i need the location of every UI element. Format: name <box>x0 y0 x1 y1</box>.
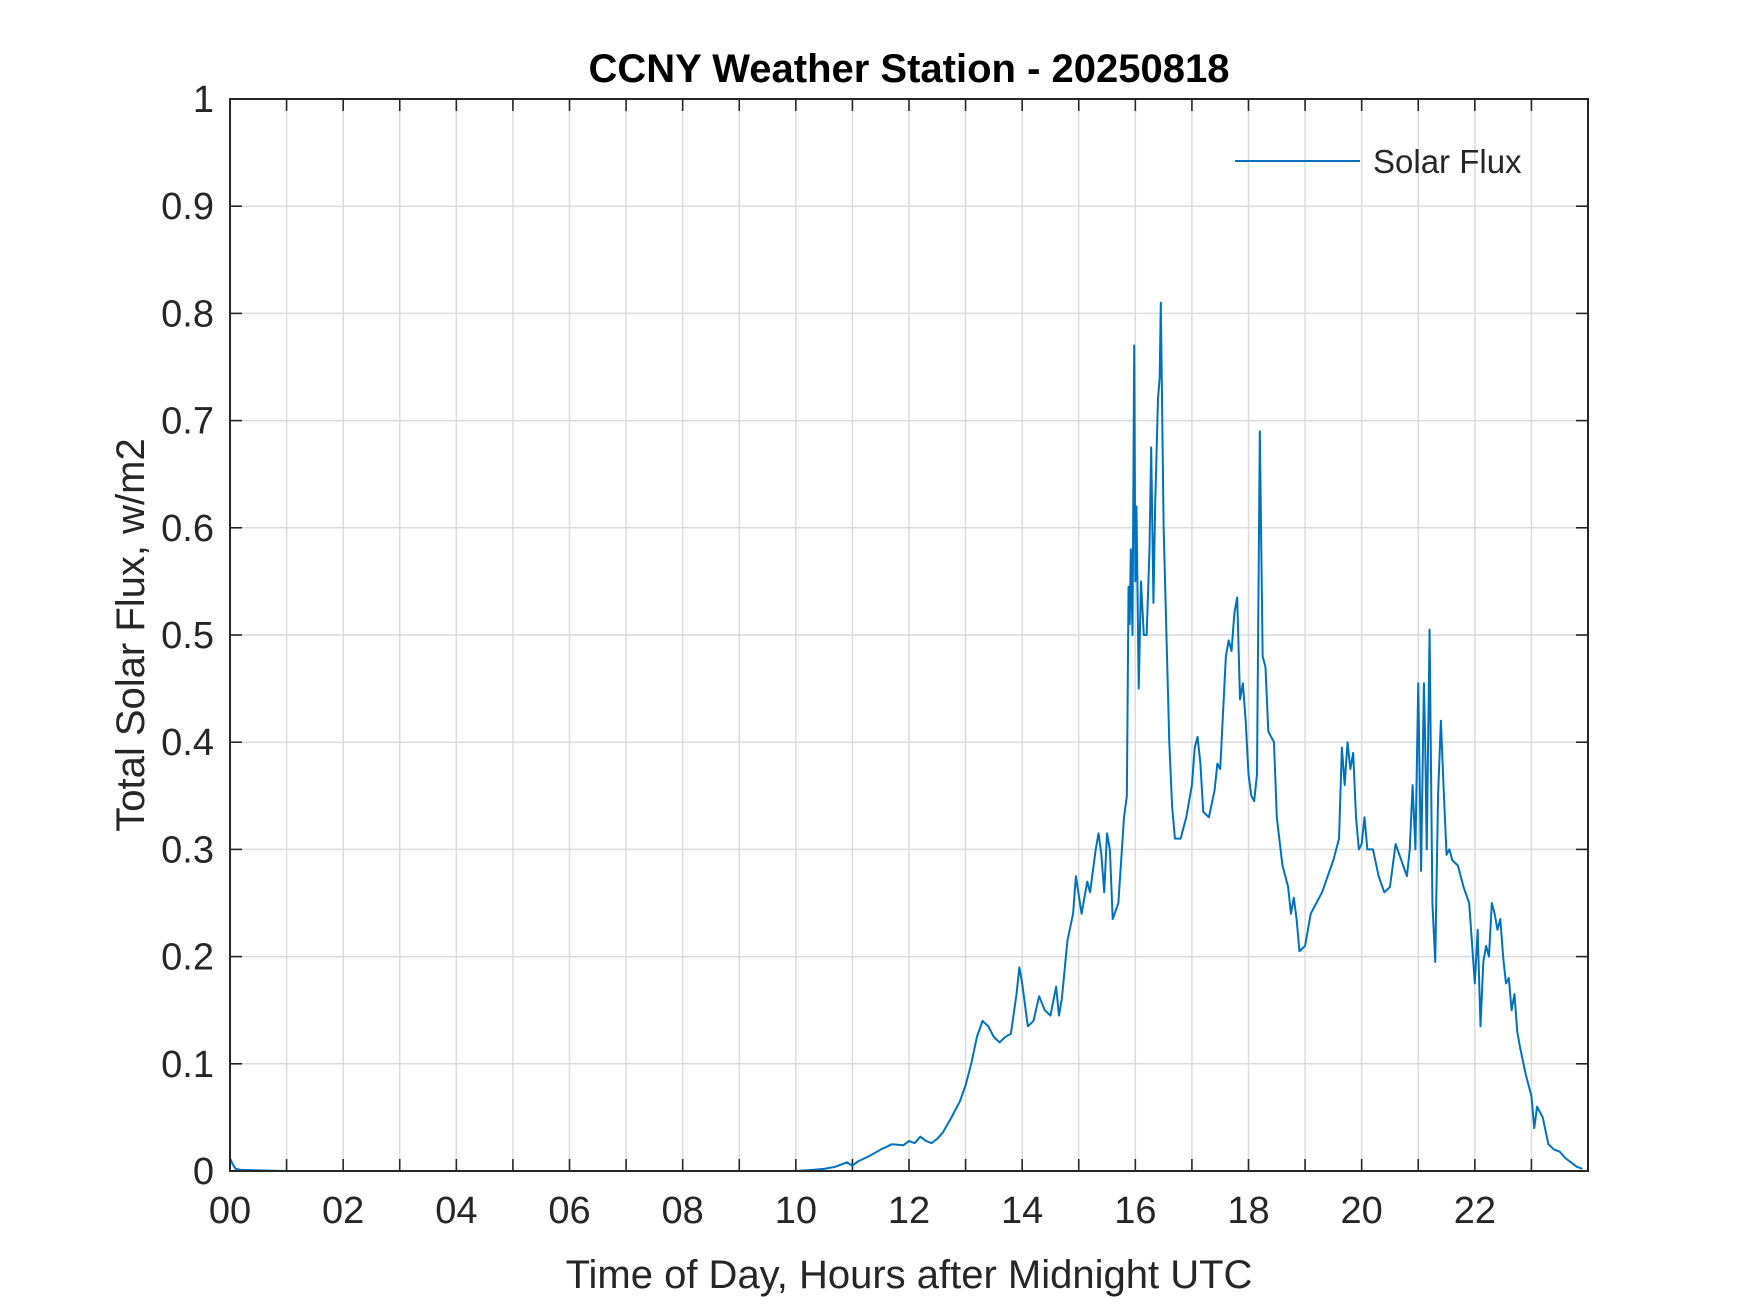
y-axis-label: Total Solar Flux, w/m2 <box>109 438 153 831</box>
y-tick-label-1: 0.1 <box>161 1044 214 1086</box>
y-tick-label-2: 0.2 <box>161 937 214 979</box>
x-tick-label-14: 14 <box>1001 1190 1043 1232</box>
x-tick-label-20: 20 <box>1341 1190 1383 1232</box>
series-layer <box>229 301 1583 1172</box>
x-tick-label-02: 02 <box>322 1190 364 1232</box>
y-tick-label-6: 0.6 <box>161 508 214 550</box>
y-tick-label-0: 0 <box>193 1151 214 1193</box>
y-tick-label-10: 1 <box>193 79 214 121</box>
y-tick-label-7: 0.7 <box>161 401 214 443</box>
series-line-solar-flux <box>229 301 1583 1172</box>
legend[interactable]: Solar Flux <box>1235 143 1522 180</box>
grid-lines <box>230 99 1588 1171</box>
x-tick-label-18: 18 <box>1227 1190 1269 1232</box>
x-tick-label-10: 10 <box>775 1190 817 1232</box>
y-tick-label-9: 0.9 <box>161 186 214 228</box>
x-tick-label-12: 12 <box>888 1190 930 1232</box>
y-tick-label-8: 0.8 <box>161 293 214 335</box>
x-tick-labels: 00 02 04 06 08 10 12 14 16 18 20 22 <box>209 1190 1496 1232</box>
x-tick-label-16: 16 <box>1114 1190 1156 1232</box>
x-tick-label-22: 22 <box>1454 1190 1496 1232</box>
x-tick-label-00: 00 <box>209 1190 251 1232</box>
x-tick-label-08: 08 <box>662 1190 704 1232</box>
y-tick-label-4: 0.4 <box>161 722 214 764</box>
x-tick-label-06: 06 <box>548 1190 590 1232</box>
chart-title: CCNY Weather Station - 20250818 <box>589 47 1230 91</box>
legend-label-solar-flux: Solar Flux <box>1373 143 1522 180</box>
y-tick-label-5: 0.5 <box>161 615 214 657</box>
x-axis-label: Time of Day, Hours after Midnight UTC <box>566 1253 1253 1297</box>
y-tick-labels: 0 0.1 0.2 0.3 0.4 0.5 0.6 0.7 0.8 0.9 1 <box>161 79 214 1193</box>
y-tick-label-3: 0.3 <box>161 829 214 871</box>
x-tick-label-04: 04 <box>435 1190 477 1232</box>
axes-box <box>229 98 1589 1172</box>
